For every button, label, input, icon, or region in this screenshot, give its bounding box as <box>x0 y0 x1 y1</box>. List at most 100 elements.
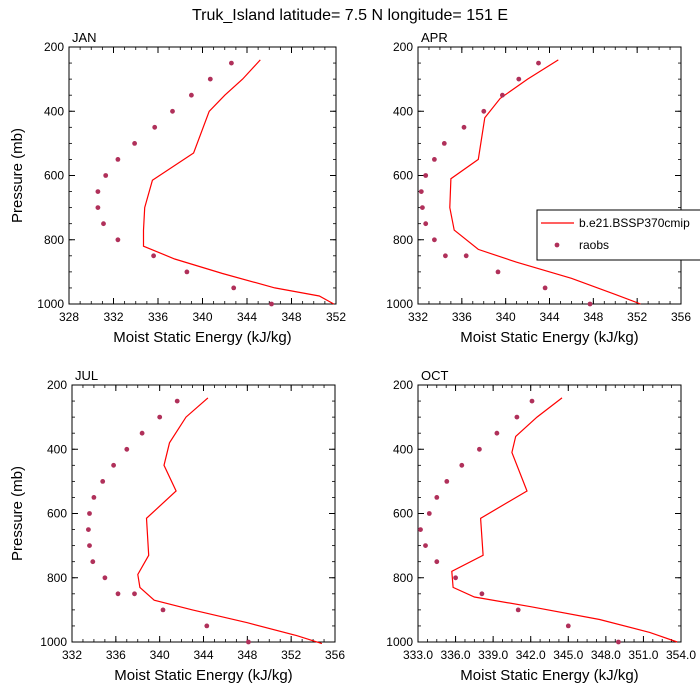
raobs-point <box>115 591 121 597</box>
raobs-point <box>536 60 541 66</box>
x-tick-label: 332 <box>408 310 428 324</box>
y-tick-label: 800 <box>393 233 413 247</box>
legend-box <box>536 209 700 261</box>
x-tick-label: 348 <box>281 310 301 324</box>
x-tick-label: 340 <box>150 648 170 662</box>
x-tick-label: 352 <box>281 648 301 662</box>
legend-label-model: b.e21.BSSP370cmip <box>579 216 690 230</box>
plot-frame <box>417 46 682 305</box>
y-tick-label: 600 <box>393 169 413 183</box>
panel-jan: 328 332 336 340 344 348 352 200 400 600 800 1000 JAN… <box>9 30 346 346</box>
raobs-point <box>87 543 92 548</box>
raobs-point <box>481 108 487 114</box>
raobs-point <box>101 221 106 227</box>
raobs-point <box>204 623 210 629</box>
raobs-point <box>459 462 465 468</box>
y-tick-label: 800 <box>47 571 67 585</box>
raobs-point <box>151 253 157 259</box>
raobs-point <box>111 462 116 468</box>
legend-marker-swatch <box>554 242 560 248</box>
raobs-point <box>95 189 101 195</box>
y-tick-label: 200 <box>393 378 413 392</box>
x-tick-label: 336 <box>148 310 168 324</box>
panel-label: OCT <box>421 368 449 383</box>
x-tick-label: 333.0 <box>403 648 433 662</box>
raobs-point <box>91 495 97 500</box>
x-tick-label: 332 <box>103 310 123 324</box>
x-tick-label: 356 <box>671 310 691 324</box>
x-tick-label: 336.0 <box>441 648 471 662</box>
y-tick-label: 800 <box>393 571 413 585</box>
x-tick-label: 332 <box>62 648 82 662</box>
x-tick-label: 348.0 <box>591 648 621 662</box>
x-tick-label: 328 <box>59 310 79 324</box>
y-tick-label: 1000 <box>40 635 67 649</box>
x-tick-label: 340 <box>192 310 212 324</box>
model-series-line <box>142 59 335 305</box>
raobs-point <box>103 173 109 178</box>
y-axis-label: Pressure (mb) <box>9 466 26 561</box>
x-tick-label: 344 <box>193 648 213 662</box>
raobs-point <box>100 479 106 484</box>
panel-oct: 333.0 336.0 339.0 342.0 345.0 348.0 351.0 354.0… <box>386 368 696 684</box>
x-tick-label: 342.0 <box>516 648 546 662</box>
x-tick-label: 344 <box>237 310 257 324</box>
panel-label: APR <box>421 30 448 45</box>
y-tick-label: 800 <box>44 233 64 247</box>
x-tick-label: 351.0 <box>628 648 658 662</box>
raobs-point <box>434 559 440 565</box>
raobs-point <box>132 591 137 597</box>
y-tick-label: 1000 <box>386 635 413 649</box>
x-tick-label: 339.0 <box>478 648 508 662</box>
x-tick-label: 352 <box>627 310 647 324</box>
x-tick-label: 348 <box>237 648 257 662</box>
raobs-point <box>479 591 485 597</box>
raobs-point <box>616 639 621 645</box>
model-series-line <box>449 59 641 305</box>
panel-label: JUL <box>75 368 98 383</box>
x-axis-label: Moist Static Energy (kJ/kg) <box>114 667 292 684</box>
y-tick-label: 600 <box>47 507 67 521</box>
x-tick-label: 336 <box>106 648 126 662</box>
raobs-point <box>444 479 450 484</box>
raobs-point <box>246 639 251 645</box>
raobs-point <box>184 269 190 275</box>
panels-group: 328 332 336 340 344 348 352 200 400 600 800 1000 JAN… <box>9 30 696 684</box>
raobs-point <box>152 124 158 130</box>
raobs-point <box>443 253 448 259</box>
y-tick-label: 200 <box>44 40 64 54</box>
legend: b.e21.BSSP370cmip raobs <box>536 209 700 261</box>
legend-label-obs: raobs <box>579 238 609 252</box>
raobs-point <box>231 285 237 291</box>
raobs-point <box>207 76 213 82</box>
y-tick-label: 600 <box>393 507 413 521</box>
y-tick-label: 200 <box>47 378 67 392</box>
raobs-point <box>423 221 429 227</box>
raobs-point <box>170 108 175 114</box>
x-tick-label: 352 <box>326 310 346 324</box>
raobs-point <box>453 575 458 581</box>
y-tick-label: 200 <box>393 40 413 54</box>
raobs-point <box>477 446 482 452</box>
y-tick-label: 1000 <box>386 297 413 311</box>
raobs-point <box>434 495 440 500</box>
raobs-point <box>514 414 520 420</box>
raobs-point <box>516 76 522 82</box>
raobs-point <box>587 301 593 307</box>
raobs-point <box>132 141 138 146</box>
raobs-point <box>139 430 145 436</box>
raobs-point <box>494 430 500 436</box>
raobs-point <box>441 141 447 146</box>
y-tick-label: 400 <box>393 104 413 118</box>
raobs-point <box>418 527 423 532</box>
raobs-point <box>461 124 467 130</box>
raobs-point <box>86 527 91 532</box>
x-tick-label: 354.0 <box>666 648 696 662</box>
raobs-point <box>269 301 274 307</box>
y-axis-label: Pressure (mb) <box>9 128 26 223</box>
raobs-point <box>515 607 521 613</box>
panel-apr: 332 336 340 344 348 352 356 200 400 600 800 1000 APR… <box>386 30 691 346</box>
raobs-point <box>90 559 96 565</box>
raobs-point <box>174 398 180 404</box>
